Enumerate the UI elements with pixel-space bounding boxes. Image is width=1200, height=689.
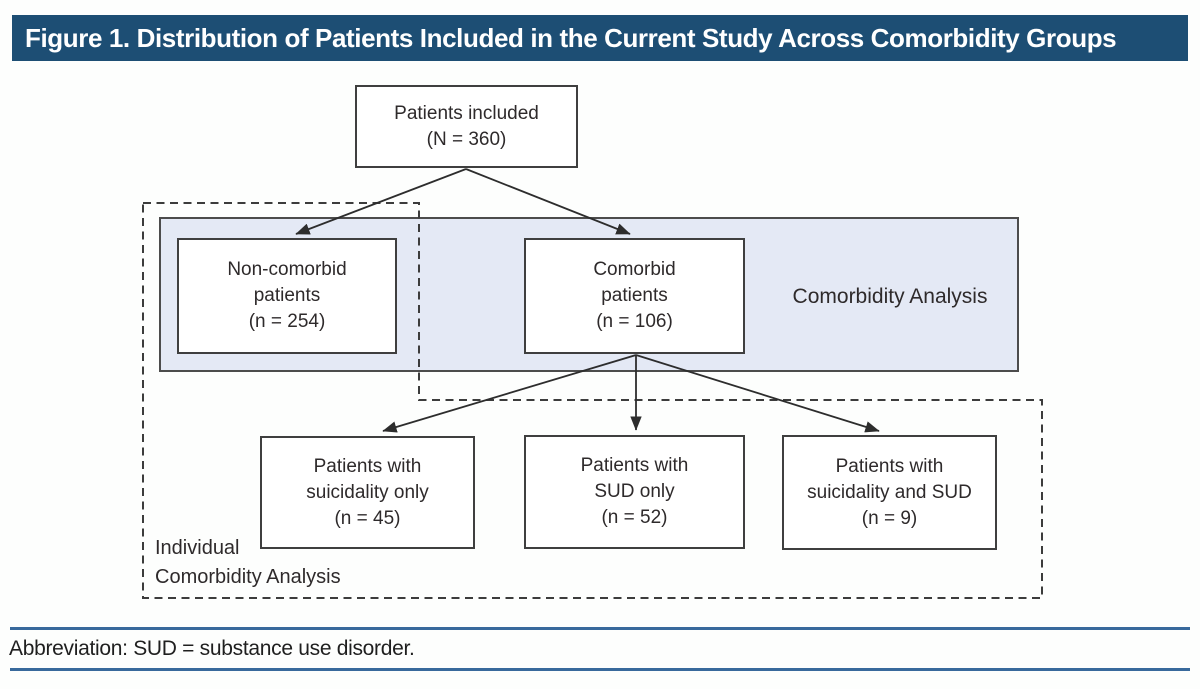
- label-line: Individual: [155, 537, 240, 559]
- arrow-comorbid-to-suicidality-only: [382, 354, 637, 433]
- figure-title-bar: Figure 1. Distribution of Patients Inclu…: [12, 15, 1188, 61]
- node-count: (n = 52): [601, 507, 668, 528]
- arrow-included-to-non-comorbid: [295, 168, 467, 235]
- node-count: (n = 9): [861, 507, 918, 529]
- node-label: patients: [601, 285, 668, 306]
- node-comorbid-patients: Comorbid patients (n = 106): [524, 238, 745, 354]
- node-sud-only: Patients with SUD only (n = 52): [524, 435, 745, 549]
- arrow-comorbid-to-suicidality-and-sud: [635, 354, 880, 433]
- node-count: (n = 254): [248, 311, 326, 332]
- node-label: patients: [253, 285, 321, 306]
- footnote-rule-bottom: [10, 668, 1190, 671]
- node-count: (n = 106): [596, 311, 673, 332]
- node-label: suicidality only: [306, 481, 429, 503]
- node-label: Comorbid: [593, 259, 676, 280]
- node-patients-included: Patients included (N = 360): [355, 85, 578, 168]
- node-label: Patients with: [313, 455, 422, 477]
- node-label: Patients with: [835, 455, 944, 477]
- node-count: (n = 45): [334, 507, 401, 529]
- figure-title: Figure 1. Distribution of Patients Inclu…: [25, 22, 1117, 53]
- label-comorbidity-analysis: Comorbidity Analysis: [792, 285, 988, 308]
- footnote-rule-top: [10, 627, 1190, 630]
- node-label: Patients included: [394, 102, 539, 124]
- node-label: SUD only: [594, 481, 675, 502]
- region-individual-comorbidity-analysis: [142, 202, 1043, 599]
- label-individual-comorbidity-analysis: Individual Comorbidity Analysis: [155, 534, 341, 592]
- node-suicidality-and-sud: Patients with suicidality and SUD (n = 9…: [782, 435, 997, 550]
- node-label: suicidality and SUD: [807, 481, 972, 503]
- node-non-comorbid-patients: Non-comorbid patients (n = 254): [177, 238, 397, 354]
- node-label: Patients with: [580, 455, 689, 476]
- node-count: (N = 360): [426, 128, 507, 150]
- node-label: Non-comorbid: [227, 259, 347, 280]
- label-line: Comorbidity Analysis: [155, 566, 341, 588]
- footnote-text: Abbreviation: SUD = substance use disord…: [9, 637, 415, 660]
- arrow-included-to-comorbid: [465, 168, 631, 235]
- node-suicidality-only: Patients with suicidality only (n = 45): [260, 436, 475, 549]
